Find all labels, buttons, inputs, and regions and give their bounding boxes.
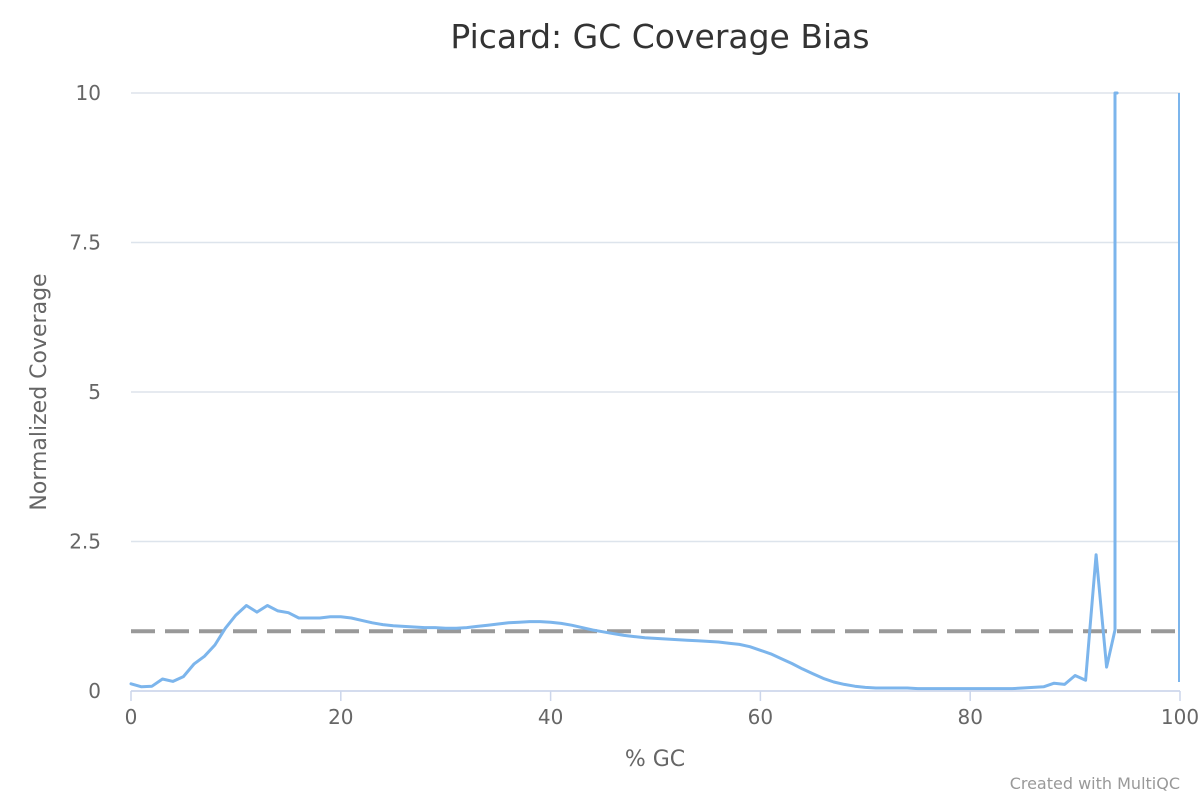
x-tick-label: 40 bbox=[538, 705, 563, 729]
y-axis-title: Normalized Coverage bbox=[27, 273, 52, 510]
series-group bbox=[129, 91, 1180, 691]
series-line[interactable] bbox=[129, 91, 1119, 691]
credit-text[interactable]: Created with MultiQC bbox=[1010, 774, 1180, 793]
y-tick-label: 0 bbox=[88, 679, 101, 703]
grid-lines bbox=[131, 92, 1180, 692]
y-tick-label: 2.5 bbox=[69, 530, 101, 554]
x-axis-title: % GC bbox=[625, 747, 685, 772]
x-tick-label: 0 bbox=[125, 705, 138, 729]
x-axis-ticks: 0 20 40 60 80 100 bbox=[125, 690, 1199, 729]
x-tick-label: 20 bbox=[328, 705, 353, 729]
y-axis-ticks: 0 2.5 5 7.5 10 bbox=[69, 81, 101, 703]
y-tick-label: 5 bbox=[88, 380, 101, 404]
x-tick-label: 100 bbox=[1161, 705, 1199, 729]
x-tick-label: 80 bbox=[957, 705, 982, 729]
x-tick-label: 60 bbox=[748, 705, 773, 729]
y-tick-label: 7.5 bbox=[69, 231, 101, 255]
y-tick-label: 10 bbox=[76, 81, 101, 105]
chart-title: Picard: GC Coverage Bias bbox=[450, 17, 869, 56]
